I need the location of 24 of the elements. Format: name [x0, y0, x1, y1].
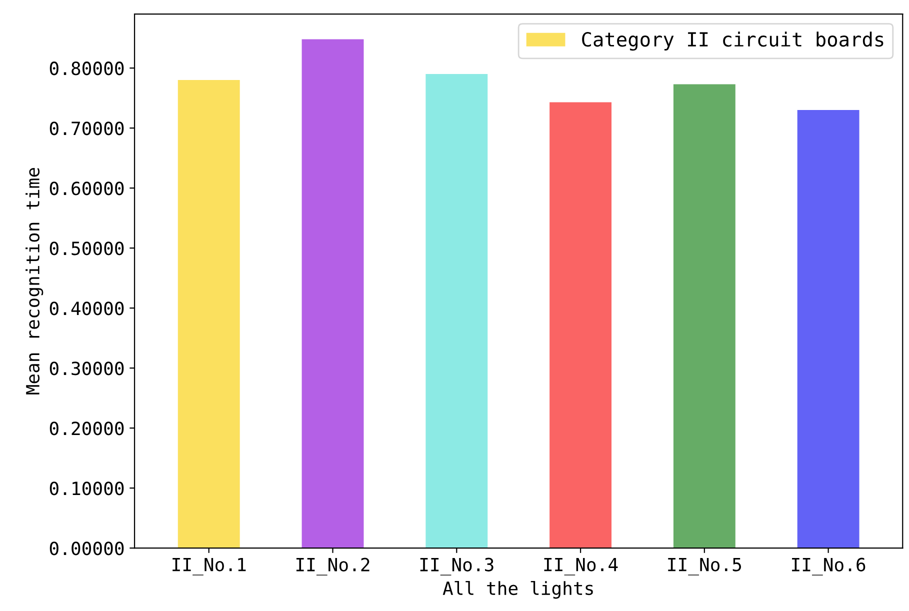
- x-tick-label: II_No.2: [296, 558, 370, 576]
- y-tick-label: 0.80000: [50, 62, 124, 76]
- bar: [302, 39, 364, 548]
- y-tick-label: 0.20000: [50, 422, 124, 436]
- x-tick-label: II_No.6: [792, 558, 866, 576]
- y-tick-label: 0.50000: [50, 242, 124, 256]
- y-tick-label: 0.60000: [50, 182, 124, 196]
- x-tick-label: II_No.4: [544, 558, 618, 576]
- y-tick-label: 0.30000: [50, 362, 124, 376]
- bar: [673, 84, 736, 548]
- x-tick-label: II_No.3: [420, 558, 494, 576]
- bar: [797, 110, 860, 548]
- bar: [426, 74, 488, 548]
- y-tick-label: 0.70000: [50, 122, 124, 136]
- legend-label: Category II circuit boards: [582, 32, 884, 51]
- bar: [178, 80, 240, 548]
- y-axis-title: Mean recognition time: [26, 168, 44, 394]
- y-tick-label: 0.10000: [50, 482, 124, 496]
- x-tick-label: II_No.1: [172, 558, 246, 576]
- bar: [550, 102, 612, 548]
- x-axis-title: All the lights: [442, 581, 593, 599]
- y-tick-label: 0.40000: [50, 302, 124, 316]
- y-tick-label: 0.00000: [50, 542, 124, 556]
- x-tick-label: II_No.5: [668, 558, 742, 576]
